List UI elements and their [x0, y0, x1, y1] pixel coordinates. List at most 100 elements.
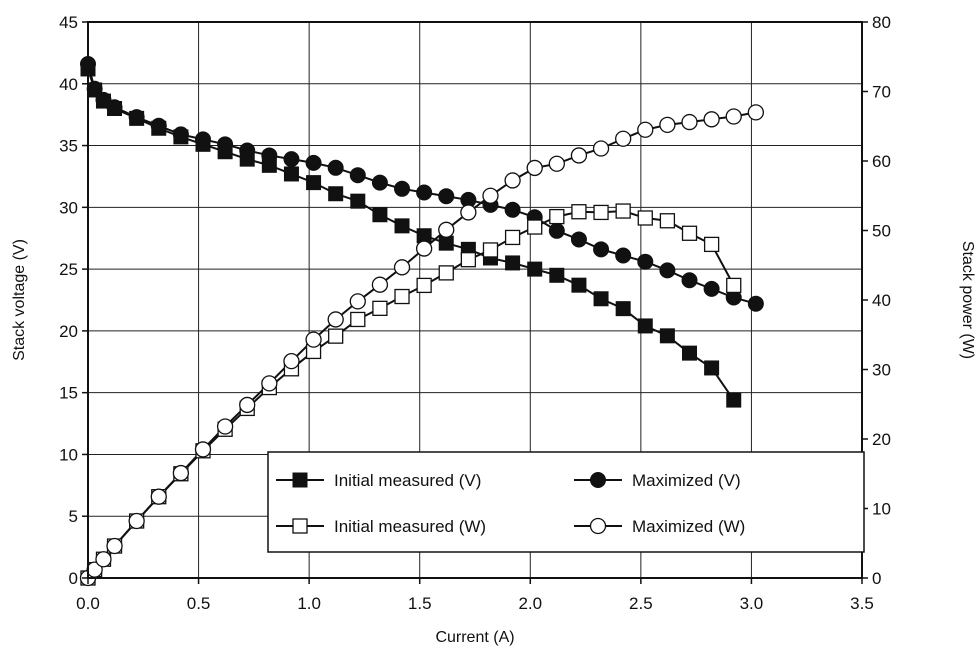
data-point-maximized-w: [172, 464, 190, 482]
data-point-maximized-w: [725, 108, 742, 125]
y2-tick-label: 20: [872, 430, 891, 449]
x-tick-label: 0.0: [76, 594, 100, 613]
data-point-maximized-v: [217, 136, 234, 153]
data-point-maximized-w: [637, 121, 654, 138]
data-point-maximized-v: [283, 151, 300, 168]
legend-label: Maximized (V): [632, 471, 741, 490]
data-point-maximized-v: [95, 91, 112, 108]
y-tick-label: 15: [59, 384, 78, 403]
legend: Initial measured (V) Maximized (V) Initial…: [267, 451, 865, 553]
legend-marker: [292, 518, 308, 534]
data-point-initial-measured-w: [416, 277, 432, 294]
data-point-maximized-w: [615, 130, 632, 147]
data-point-initial-measured-v: [549, 267, 565, 283]
data-point-initial-measured-v: [527, 261, 543, 277]
data-point-maximized-v: [747, 295, 764, 312]
legend-box: [267, 451, 865, 553]
data-point-initial-measured-v: [704, 360, 720, 376]
y2-tick-label: 60: [872, 152, 891, 171]
data-point-initial-measured-v: [682, 345, 698, 361]
legend-marker: [589, 517, 607, 535]
data-point-maximized-v: [150, 117, 167, 134]
data-point-maximized-v: [128, 109, 145, 126]
y-tick-label: 25: [59, 260, 78, 279]
legend-marker: [590, 472, 606, 488]
y2-tick-label: 50: [872, 222, 891, 241]
data-point-initial-measured-v: [726, 392, 742, 408]
data-point-initial-measured-v: [372, 207, 388, 223]
x-tick-label: 3.5: [850, 594, 874, 613]
data-point-initial-measured-v: [659, 328, 675, 344]
data-point-maximized-w: [283, 353, 300, 370]
data-point-initial-measured-w: [504, 229, 521, 246]
data-point-initial-measured-w: [460, 252, 477, 268]
data-point-maximized-w: [548, 155, 565, 172]
y-tick-label: 5: [69, 507, 78, 526]
data-point-initial-measured-w: [615, 203, 631, 219]
y2-axis-title: Stack power (W): [959, 241, 975, 359]
data-point-maximized-v: [305, 154, 322, 171]
data-point-maximized-w: [747, 104, 765, 121]
data-point-initial-measured-w: [527, 219, 543, 235]
y-tick-label: 0: [69, 569, 78, 588]
data-point-initial-measured-v: [350, 193, 366, 209]
y-tick-label: 30: [59, 198, 78, 217]
data-point-maximized-v: [438, 188, 455, 205]
data-point-initial-measured-w: [637, 210, 653, 226]
data-point-initial-measured-v: [283, 166, 299, 182]
axis-ticks: 0.0 0.5 1.0 1.5 2.0 2.5 3.0 3.5 0 5 10 15 20 25 30 35 40…: [59, 13, 891, 613]
data-point-initial-measured-w: [350, 311, 366, 328]
data-point-initial-measured-w: [482, 242, 499, 258]
data-point-initial-measured-v: [593, 291, 609, 307]
data-point-maximized-v: [394, 180, 411, 197]
y-tick-label: 20: [59, 322, 78, 341]
y2-tick-label: 70: [872, 83, 891, 102]
data-point-maximized-w: [349, 293, 366, 310]
data-point-initial-measured-v: [571, 277, 587, 293]
data-point-initial-measured-w: [571, 204, 587, 220]
data-point-maximized-v: [416, 184, 433, 201]
data-point-maximized-w: [438, 221, 455, 238]
data-point-initial-measured-v: [438, 235, 454, 251]
series-markers: [79, 56, 765, 587]
y-axis-title: Stack voltage (V): [11, 239, 28, 361]
data-point-maximized-v: [327, 159, 344, 176]
data-point-maximized-w: [239, 396, 256, 414]
data-point-maximized-w: [194, 441, 212, 458]
data-point-maximized-w: [106, 537, 123, 555]
data-point-maximized-w: [216, 418, 234, 435]
data-point-maximized-w: [305, 331, 322, 348]
data-point-maximized-v: [349, 167, 366, 184]
legend-marker: [292, 472, 308, 488]
x-tick-label: 2.0: [518, 594, 542, 613]
data-point-initial-measured-v: [637, 318, 653, 334]
data-point-maximized-v: [659, 262, 676, 279]
data-point-maximized-w: [460, 204, 477, 221]
y2-tick-label: 30: [872, 361, 891, 380]
x-axis-title: Current (A): [435, 629, 514, 646]
data-point-maximized-v: [194, 131, 211, 148]
data-point-maximized-w: [95, 551, 112, 568]
data-point-initial-measured-w: [438, 265, 454, 281]
legend-label: Maximized (W): [632, 517, 745, 536]
legend-label: Initial measured (V): [334, 471, 481, 490]
data-point-maximized-w: [703, 111, 720, 128]
data-point-maximized-w: [482, 187, 499, 204]
data-point-maximized-v: [106, 99, 123, 116]
data-point-maximized-w: [526, 159, 543, 177]
data-point-maximized-w: [659, 116, 676, 134]
y-tick-label: 45: [59, 13, 78, 32]
data-point-initial-measured-w: [659, 213, 676, 229]
data-point-maximized-v: [570, 231, 587, 248]
data-point-maximized-v: [239, 142, 256, 159]
data-point-maximized-w: [681, 113, 698, 131]
data-point-maximized-v: [504, 201, 521, 218]
data-point-maximized-v: [593, 241, 610, 258]
data-point-maximized-v: [681, 272, 698, 289]
y-tick-label: 35: [59, 137, 78, 156]
data-point-maximized-w: [128, 512, 145, 530]
data-point-maximized-w: [327, 311, 344, 328]
data-point-initial-measured-w: [593, 204, 609, 221]
data-point-maximized-w: [150, 488, 167, 505]
y-tick-label: 10: [59, 445, 78, 464]
